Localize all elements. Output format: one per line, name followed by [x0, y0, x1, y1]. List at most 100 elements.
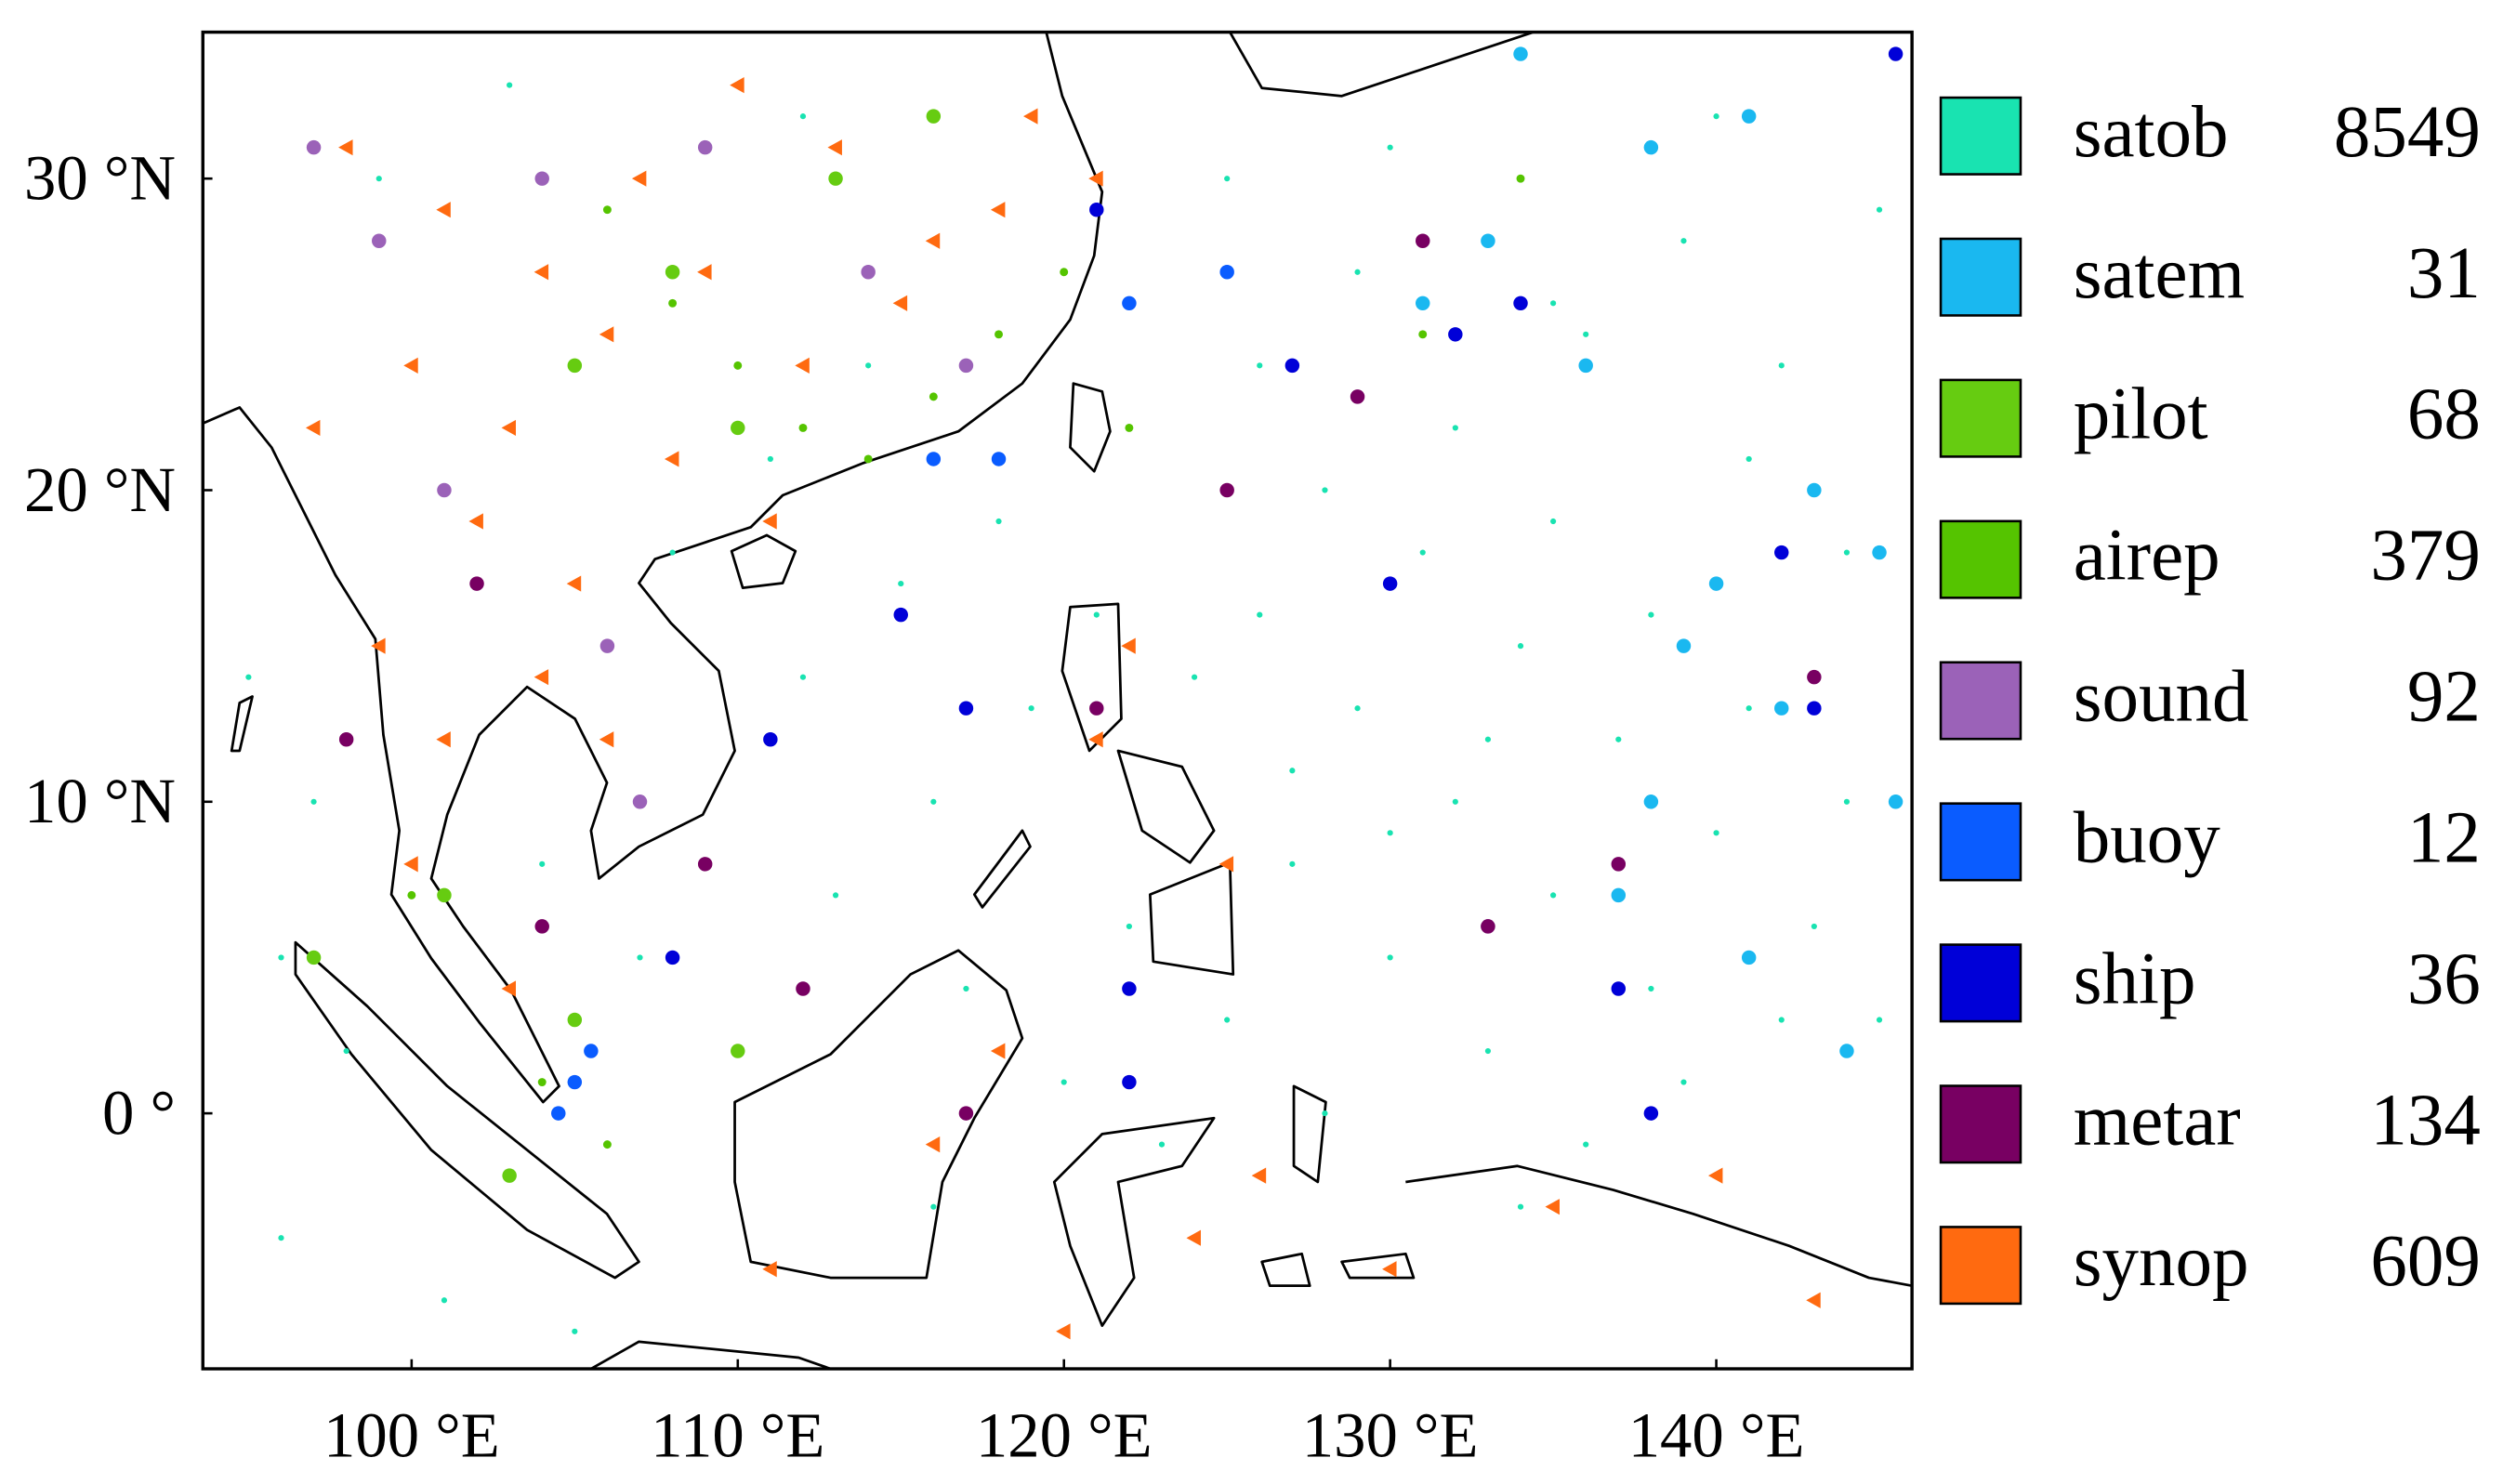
observation [1186, 1229, 1201, 1246]
legend-count: 36 [2407, 939, 2481, 1019]
observation [832, 892, 839, 899]
observation [1583, 331, 1589, 337]
observation [278, 1235, 284, 1241]
observation [827, 139, 842, 156]
observation [1257, 362, 1263, 369]
observation [502, 1168, 517, 1183]
observation [1643, 1106, 1659, 1121]
observation [403, 357, 418, 374]
legend-label: satob [2074, 92, 2229, 173]
observation [1289, 860, 1296, 867]
observation [1839, 1044, 1854, 1058]
observation [668, 298, 678, 308]
legend-swatch [1939, 378, 2022, 458]
coastline [1116, 749, 1216, 864]
observation [534, 669, 549, 686]
observation [1843, 549, 1851, 556]
coastlines [202, 31, 1913, 1371]
observation [1876, 1017, 1883, 1023]
axes: 100 °E 110 °E 120 °E 130 °E 140 °E 0 ° 10 °N 20… [24, 143, 1804, 1471]
observation [1550, 892, 1557, 899]
observation [278, 954, 284, 961]
observation [1382, 576, 1398, 591]
observation [1354, 269, 1361, 275]
observation [1888, 46, 1904, 61]
observation [501, 980, 517, 997]
observation [1452, 425, 1458, 431]
legend-label: pilot [2074, 374, 2208, 455]
observation [306, 950, 322, 965]
observation [1516, 174, 1525, 183]
legend-count: 379 [2370, 516, 2481, 597]
legend-label: satem [2074, 233, 2245, 314]
observation [1481, 919, 1495, 934]
observation [1354, 705, 1361, 712]
observation [926, 109, 942, 124]
observation [1545, 1199, 1560, 1215]
observation [1322, 487, 1328, 493]
legend-count: 134 [2370, 1080, 2481, 1161]
observation [1680, 238, 1687, 244]
observation [798, 423, 808, 432]
observation [898, 580, 904, 587]
coastline [1292, 1084, 1327, 1184]
observation [1122, 1074, 1137, 1090]
observation [566, 575, 582, 592]
observation [926, 452, 942, 466]
map-frame [201, 30, 1914, 1371]
observation [697, 139, 713, 155]
observation [501, 419, 517, 437]
observation [1643, 139, 1659, 155]
observation [763, 731, 778, 747]
observation [1774, 545, 1789, 560]
observation [584, 1044, 599, 1058]
legend-count: 92 [2407, 657, 2481, 738]
observation [310, 798, 317, 805]
coastline [1260, 1252, 1311, 1288]
observation [632, 795, 648, 809]
observation [762, 513, 777, 530]
observation [796, 981, 810, 996]
observation [1484, 736, 1492, 742]
coastline [294, 940, 640, 1280]
observation [1550, 518, 1557, 525]
observation [863, 454, 873, 464]
observation [1419, 549, 1426, 556]
observation [1251, 1167, 1267, 1184]
observation [799, 113, 807, 120]
legend-label: synop [2074, 1221, 2249, 1302]
observation [1382, 1261, 1397, 1278]
observation [1741, 950, 1757, 965]
observation [437, 887, 452, 903]
observation [1843, 798, 1851, 805]
observation [925, 1136, 941, 1153]
observation [669, 549, 676, 556]
observation [1513, 295, 1528, 311]
observation [1517, 1203, 1524, 1210]
observation [537, 1078, 547, 1087]
legend-label: metar [2074, 1080, 2241, 1161]
y-tick-label: 0 ° [102, 1077, 176, 1148]
observation [1089, 202, 1104, 217]
observation [637, 954, 643, 961]
legend-label: ship [2074, 939, 2196, 1019]
coastline [1405, 1164, 1913, 1288]
observation [865, 362, 872, 369]
legend-swatch [1939, 943, 2022, 1023]
coastline [1060, 602, 1123, 753]
coastline [1229, 31, 1535, 98]
observation [892, 295, 908, 311]
observation [599, 638, 615, 653]
observation [567, 358, 583, 374]
observation [1121, 637, 1136, 654]
observation [1708, 576, 1724, 591]
legend-count: 8549 [2334, 92, 2481, 173]
observation [1088, 170, 1103, 187]
observation [1643, 795, 1659, 809]
observation [1056, 1323, 1071, 1340]
observation [1648, 611, 1654, 618]
observation [925, 232, 941, 249]
observation [567, 1012, 583, 1028]
observation [306, 139, 322, 155]
